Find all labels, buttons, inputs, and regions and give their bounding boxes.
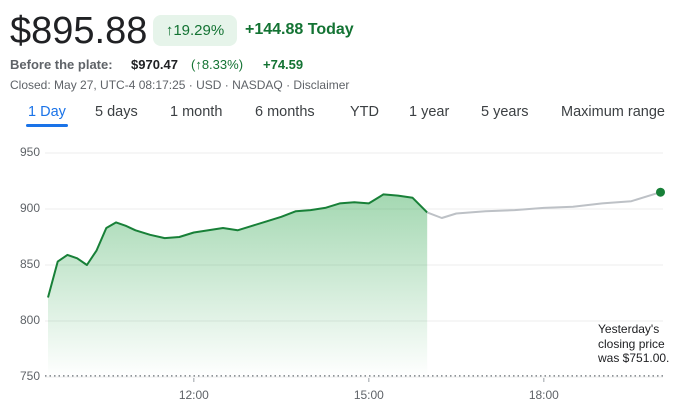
tab[interactable]: 5 years (481, 104, 529, 120)
tab-underline (26, 124, 68, 127)
annotation: Yesterday's closing price was $751.00. (598, 322, 670, 366)
tab[interactable]: YTD (350, 104, 379, 120)
tab[interactable]: Maximum range (561, 104, 665, 120)
y-tick-label: 800 (20, 313, 40, 327)
tab[interactable]: 1 Day (28, 104, 66, 120)
tab[interactable]: 1 month (170, 104, 223, 120)
y-tick-label: 900 (20, 201, 40, 215)
premarket-change: +74.59 (263, 57, 304, 72)
premarket-percent: (↑8.33%) (191, 57, 244, 72)
change: +144.88 Today (245, 21, 354, 38)
status: Closed: May 27, UTC-4 08:17:25 · USD · N… (10, 78, 350, 92)
tab[interactable]: 5 days (95, 104, 138, 120)
area (48, 194, 428, 377)
premarket-label: Before the plate: (10, 57, 113, 72)
price: $895.88 (10, 10, 148, 52)
x-tick-label: 18:00 (529, 388, 559, 402)
tab[interactable]: 6 months (255, 104, 315, 120)
premarket-price: $970.47 (131, 57, 178, 72)
tab[interactable]: 1 year (409, 104, 450, 120)
change-badge: ↑19.29% (153, 15, 237, 46)
price-line (426, 191, 661, 219)
x-tick-label: 15:00 (354, 388, 384, 402)
y-tick-label: 850 (20, 257, 40, 271)
x-tick-label: 12:00 (179, 388, 209, 402)
y-tick-label: 950 (20, 145, 40, 159)
y-tick-label: 750 (20, 369, 40, 383)
price-line (47, 193, 428, 298)
end-dot (656, 187, 665, 197)
